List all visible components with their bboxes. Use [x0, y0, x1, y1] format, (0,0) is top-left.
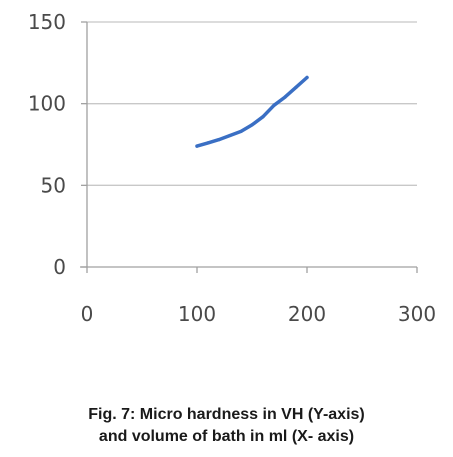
y-tick-label-100: 100: [28, 92, 66, 116]
data-point-0-2: [217, 138, 221, 142]
y-tick-label-150: 150: [28, 10, 66, 34]
tick-labels: 0 50 100 150 0 100 200 300: [28, 10, 436, 326]
data-point-0-3: [228, 133, 232, 138]
line-chart: 0 50 100 150 0 100 200 300: [28, 10, 436, 326]
gridlines: [87, 21, 417, 186]
data-point-0-10: [305, 75, 309, 80]
data-point-0-4: [239, 129, 243, 134]
y-tick-label-0: 0: [53, 255, 66, 279]
data-point-0-1: [206, 141, 210, 145]
x-tick-label-300: 300: [398, 302, 436, 326]
data-point-0-0: [195, 144, 199, 148]
y-tick-label-50: 50: [41, 173, 66, 197]
x-tick-label-0: 0: [81, 302, 94, 326]
figure-caption-line-2: and volume of bath in ml (X- axis): [98, 428, 355, 445]
data-point-0-6: [261, 115, 265, 119]
data-point-0-5: [250, 123, 254, 127]
x-tick-label-200: 200: [288, 302, 326, 326]
series-line-0: [195, 75, 309, 148]
series-lines: [195, 75, 309, 148]
data-point-0-9: [294, 85, 298, 89]
data-point-0-8: [283, 95, 287, 99]
x-tick-label-100: 100: [178, 302, 216, 326]
figure-caption-line-1: Fig. 7: Micro hardness in VH (Y-axis): [88, 406, 365, 423]
axes: [80, 21, 418, 273]
data-point-0-7: [272, 103, 276, 107]
